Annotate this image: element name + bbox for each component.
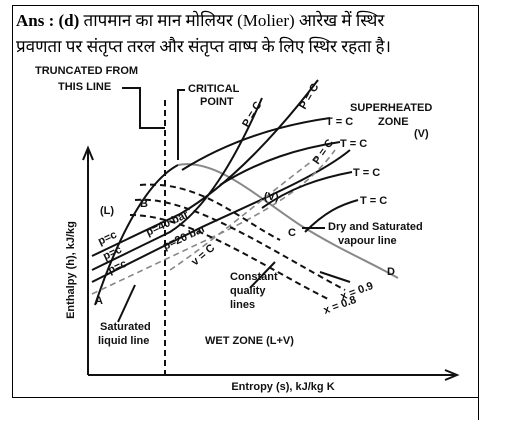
pointer bbox=[117, 284, 136, 323]
point-label: B bbox=[140, 198, 148, 210]
point-label: C bbox=[288, 227, 296, 239]
label: TRUNCATED FROM bbox=[35, 65, 138, 77]
label: x = 0.8 bbox=[322, 294, 358, 317]
answer-line: Ans : (d) तापमान का मान मोलियर (Molier) … bbox=[16, 10, 385, 30]
temperature-line bbox=[219, 141, 341, 186]
answer-text: प्रवणता पर संतृप्त तरल और संतृप्त वाष्प … bbox=[16, 36, 391, 57]
x-axis bbox=[88, 369, 460, 381]
label: Saturated bbox=[100, 321, 151, 333]
temperature-line bbox=[261, 171, 353, 209]
arrow bbox=[177, 89, 185, 160]
quality-line bbox=[139, 183, 281, 241]
label: Constant bbox=[230, 271, 278, 283]
y-axis-label: Enthalpy (h), kJ/kg bbox=[65, 221, 77, 319]
label: (L) bbox=[100, 205, 114, 217]
pressure-line bbox=[91, 149, 336, 295]
label: (V) bbox=[264, 191, 279, 203]
label: T = C bbox=[353, 167, 380, 179]
label: P = C bbox=[240, 100, 264, 130]
quality-line bbox=[129, 214, 331, 301]
saturated-liquid-line bbox=[94, 164, 179, 306]
label: P = C bbox=[297, 82, 321, 112]
arrow bbox=[122, 87, 165, 129]
label: liquid line bbox=[98, 335, 149, 347]
label: Dry and Saturated bbox=[328, 221, 423, 233]
point-label: D bbox=[387, 266, 395, 278]
label: ZONE bbox=[378, 116, 409, 128]
pointer bbox=[249, 261, 351, 289]
label: lines bbox=[230, 299, 255, 311]
label: SUPERHEATED bbox=[350, 102, 432, 114]
pressure-line bbox=[91, 97, 263, 271]
diagram: TRUNCATED FROM THIS LINE CRITICAL POINT … bbox=[35, 65, 460, 393]
label: (V) bbox=[414, 128, 429, 140]
y-axis bbox=[82, 145, 94, 375]
label: quality bbox=[230, 285, 266, 297]
answer-prefix: Ans : (d) bbox=[16, 11, 79, 30]
label: POINT bbox=[200, 96, 234, 108]
pressure-line bbox=[91, 149, 351, 283]
label: THIS LINE bbox=[58, 81, 111, 93]
label: CRITICAL bbox=[188, 83, 240, 95]
label: T = C bbox=[360, 195, 387, 207]
x-axis-label: Entropy (s), kJ/kg K bbox=[231, 381, 334, 393]
volume-line bbox=[169, 154, 321, 271]
quality-line bbox=[134, 198, 346, 291]
temperature-line bbox=[181, 117, 331, 171]
saturated-vapour-line bbox=[177, 163, 399, 279]
label: T = C bbox=[340, 138, 367, 150]
label: vapour line bbox=[338, 235, 397, 247]
label: T = C bbox=[326, 116, 353, 128]
answer-text: तापमान का मान मोलियर (Molier) आरेख में स… bbox=[84, 10, 386, 30]
label: WET ZONE (L+V) bbox=[205, 335, 294, 347]
point-label: A bbox=[95, 295, 103, 307]
